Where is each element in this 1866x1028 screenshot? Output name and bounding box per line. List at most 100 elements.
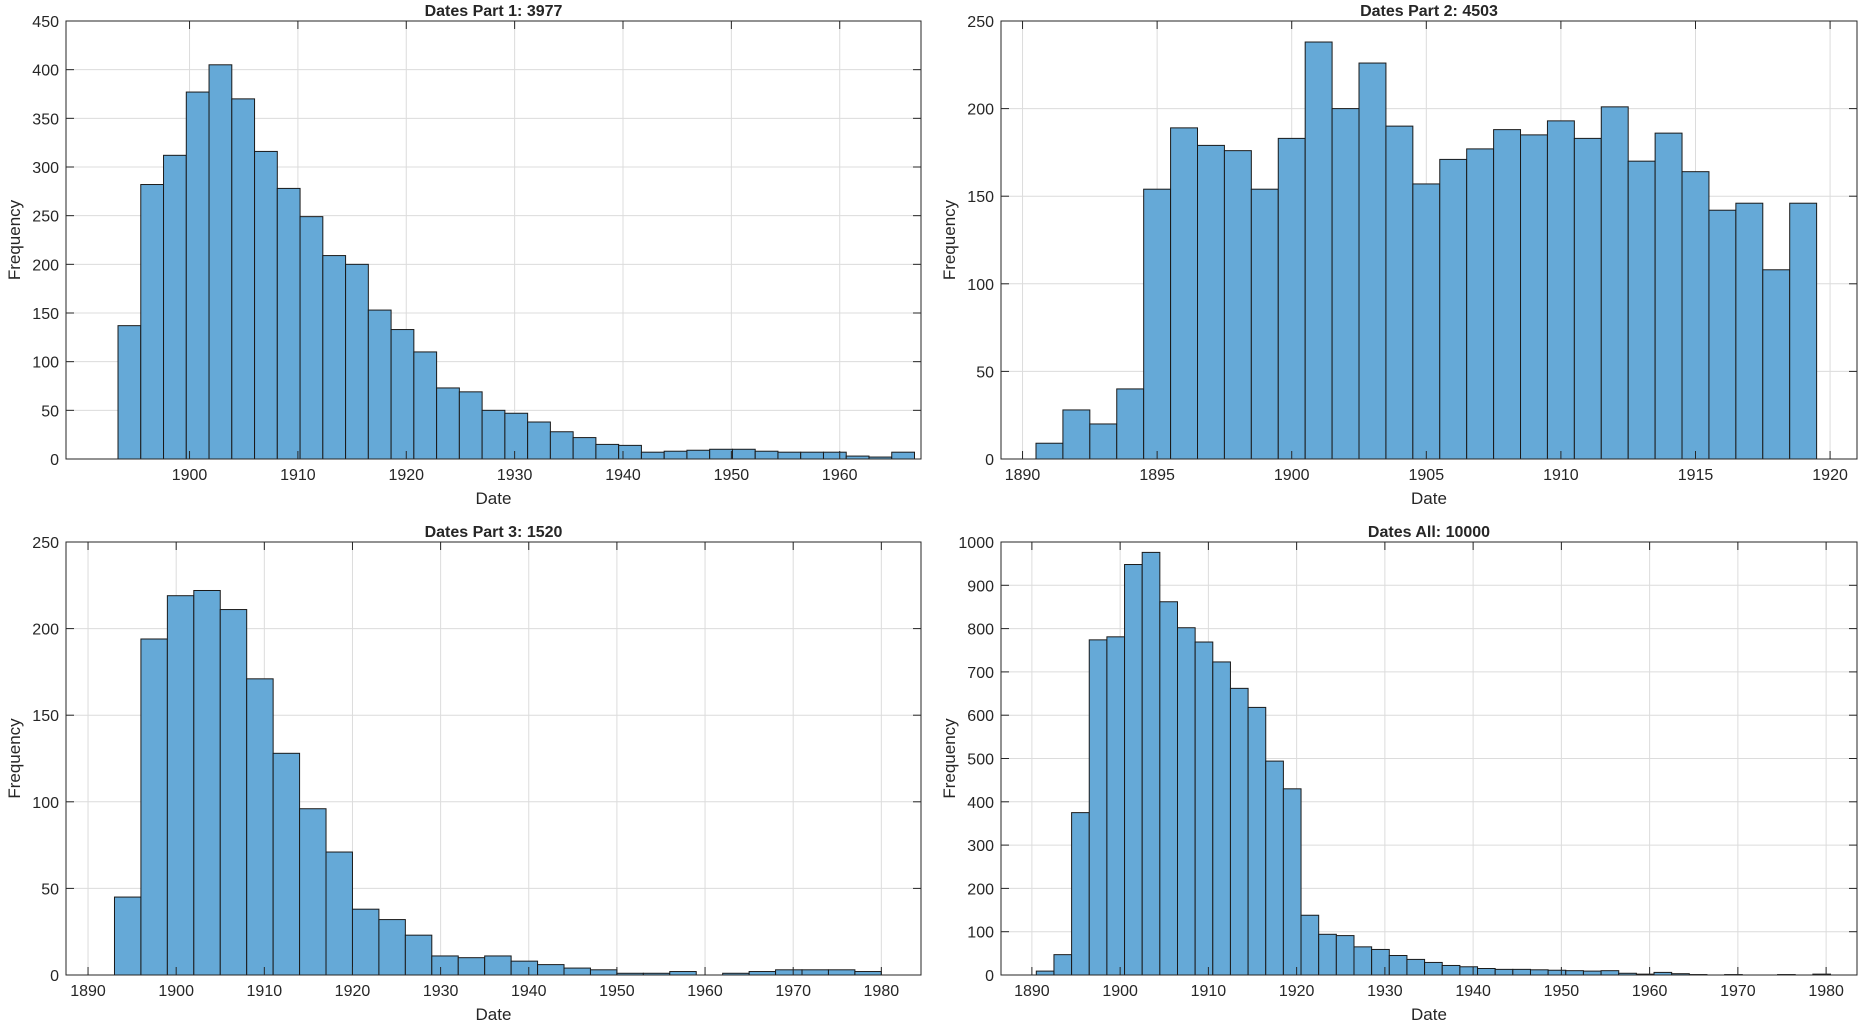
y-axis-label: Frequency	[5, 199, 24, 280]
x-tick-label: 1905	[1409, 467, 1445, 484]
x-tick-label: 1890	[1014, 983, 1050, 1000]
histogram-bar	[1477, 968, 1496, 976]
histogram-bar	[1088, 639, 1108, 976]
histogram-bar	[1124, 564, 1143, 976]
y-tick-label: 250	[32, 535, 59, 552]
histogram-bar	[1708, 209, 1737, 460]
x-tick-label: 1920	[1812, 467, 1848, 484]
histogram-bar	[404, 934, 433, 976]
histogram-bar	[484, 955, 512, 976]
histogram-bar	[1318, 933, 1337, 976]
histogram-bar	[367, 309, 392, 460]
y-tick-label: 50	[41, 403, 59, 420]
histogram-bar	[1194, 641, 1214, 976]
histogram-bar	[193, 589, 221, 976]
x-tick-label: 1890	[1005, 467, 1041, 484]
histogram-bar	[827, 969, 856, 976]
histogram-bar	[595, 443, 620, 460]
histogram-bar	[663, 450, 688, 460]
x-tick-label: 1930	[497, 467, 533, 484]
histogram-bar	[527, 421, 551, 460]
histogram-bar	[1353, 946, 1373, 976]
histogram-bar	[510, 960, 539, 976]
x-tick-label: 1970	[775, 983, 811, 1000]
histogram-bar	[1247, 706, 1267, 976]
histogram-bar	[800, 451, 824, 460]
histogram-bar	[1493, 129, 1522, 460]
y-tick-label: 100	[32, 355, 59, 372]
histogram-bar	[163, 154, 187, 460]
y-tick-label: 50	[976, 364, 994, 381]
histogram-bar	[390, 329, 415, 460]
histogram-bar	[231, 98, 256, 460]
histogram-bar	[731, 448, 756, 460]
histogram-bar	[1789, 202, 1818, 460]
histogram-bar	[1546, 120, 1575, 460]
histogram-bar	[1388, 955, 1408, 976]
chart-title: Dates Part 1: 3977	[425, 3, 563, 20]
y-tick-label: 500	[967, 752, 994, 769]
histogram-bar	[140, 638, 168, 976]
y-tick-label: 50	[41, 881, 59, 898]
y-tick-label: 150	[32, 708, 59, 725]
histogram-bar	[431, 955, 459, 976]
histogram-bar	[1331, 108, 1360, 460]
histogram-bar	[1265, 760, 1284, 976]
x-tick-label: 1980	[864, 983, 900, 1000]
y-tick-label: 0	[50, 968, 59, 985]
histogram-bar	[1520, 134, 1548, 460]
histogram-bar	[640, 451, 665, 460]
histogram-bar	[1062, 409, 1091, 460]
y-tick-label: 350	[32, 111, 59, 128]
histogram-bar	[1229, 687, 1249, 976]
histogram-bar	[822, 451, 847, 460]
histogram-bar	[775, 969, 803, 976]
histogram-bar	[1053, 954, 1073, 976]
histogram-bar	[299, 808, 327, 976]
y-tick-label: 200	[967, 881, 994, 898]
y-tick-label: 800	[967, 622, 994, 639]
chart-title: Dates Part 2: 4503	[1360, 3, 1498, 20]
chart-panel-3: 1890 1900 1910 1920 1930 1940 1950 1960 1970 1980…	[5, 524, 922, 1024]
histogram-bar	[1439, 158, 1468, 460]
y-tick-label: 100	[967, 277, 994, 294]
histogram-bar	[1573, 137, 1602, 460]
y-tick-label: 100	[32, 795, 59, 812]
y-axis-label: Frequency	[5, 718, 24, 799]
histogram-bar	[1654, 132, 1683, 460]
histogram-bar	[1512, 968, 1531, 976]
histogram-bar	[1600, 970, 1620, 976]
histogram-bar	[669, 971, 697, 976]
histogram-bar	[322, 255, 347, 460]
histogram-bar	[563, 967, 591, 976]
histogram-bar	[436, 387, 460, 460]
x-tick-label: 1950	[714, 467, 750, 484]
histogram-bar	[1406, 958, 1426, 976]
histogram-bar	[325, 851, 353, 976]
y-tick-label: 200	[32, 257, 59, 274]
chart-title: Dates Part 3: 1520	[425, 524, 563, 541]
histogram-bar	[1627, 160, 1656, 460]
y-tick-label: 300	[967, 838, 994, 855]
histogram-bar	[254, 150, 278, 460]
histogram-bar	[458, 391, 483, 460]
x-axis-label: Date	[1411, 489, 1447, 508]
axes-box	[65, 541, 922, 976]
y-tick-label: 250	[967, 14, 994, 31]
histogram-bar	[754, 450, 779, 460]
histogram-bar	[589, 969, 618, 976]
histogram-bar	[1212, 661, 1231, 976]
x-tick-label: 1900	[172, 467, 208, 484]
histogram-bar	[777, 451, 802, 460]
y-tick-label: 400	[32, 63, 59, 80]
x-tick-label: 1930	[423, 983, 459, 1000]
histogram-bar	[219, 609, 248, 976]
x-tick-label: 1960	[1632, 983, 1668, 1000]
y-axis-label: Frequency	[940, 718, 959, 799]
histogram-bar	[113, 896, 142, 976]
histogram-bar	[1176, 627, 1196, 976]
y-tick-label: 0	[985, 452, 994, 469]
x-axis-label: Date	[1411, 1005, 1447, 1024]
x-tick-label: 1930	[1367, 983, 1403, 1000]
histogram-bar	[208, 64, 233, 460]
